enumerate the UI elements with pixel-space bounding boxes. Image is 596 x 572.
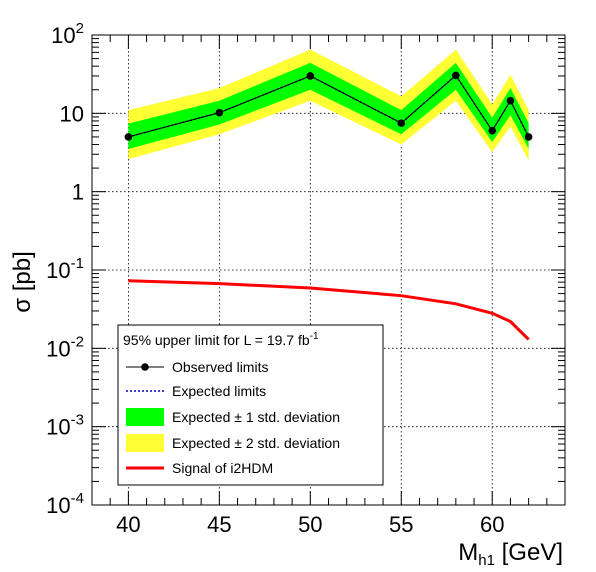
legend-items: Observed limits Expected limits Expected ±… — [126, 359, 340, 476]
observed-limit-line — [128, 74, 530, 138]
signal-line — [128, 279, 530, 341]
observed-point — [488, 126, 497, 135]
observed-point — [124, 133, 133, 141]
x-axis-label-rest: [GeV] — [495, 539, 563, 566]
y-tick-label: 10-2 — [46, 333, 84, 361]
legend-header-sup: -1 — [310, 331, 319, 342]
observed-point — [524, 133, 533, 141]
observed-point — [506, 96, 515, 105]
x-tick-label: 40 — [116, 512, 140, 537]
x-axis-label-main: M — [458, 539, 478, 566]
x-tick-label: 45 — [207, 512, 231, 537]
y-tick-label-base: 10 — [46, 493, 70, 518]
x-tick-label: 55 — [389, 512, 413, 537]
y-tick-label: 10 — [60, 101, 84, 126]
y-tick-label: 102 — [51, 20, 84, 48]
axis-ticks — [91, 34, 566, 506]
legend-header-text: 95% upper limit for L = 19.7 fb — [123, 332, 310, 348]
y-tick-label: 10-4 — [46, 490, 84, 518]
x-axis-label-sub: h1 — [478, 552, 495, 569]
legend-marker-band2 — [126, 434, 164, 452]
y-tick-label-exponent: -1 — [71, 255, 84, 272]
y-tick-label-base: 10 — [46, 258, 70, 283]
y-tick-label-exponent: -2 — [71, 333, 84, 350]
observed-point — [397, 119, 406, 127]
legend-label: Observed limits — [172, 359, 268, 375]
legend-box — [117, 324, 384, 486]
legend: 95% upper limit for L = 19.7 fb-1 Observ… — [117, 324, 384, 486]
y-tick-label-exponent: -4 — [71, 490, 84, 507]
y-tick-label-base: 10 — [46, 336, 70, 361]
y-tick-label-base: 10 — [60, 101, 84, 126]
legend-marker-band1 — [126, 408, 164, 426]
observed-point — [215, 108, 224, 117]
x-tick-label: 60 — [480, 512, 504, 537]
y-tick-label: 10-3 — [46, 412, 84, 440]
x-tick-label: 50 — [298, 512, 322, 537]
legend-marker-observed-dot — [141, 363, 149, 371]
band-2-sigma — [128, 49, 529, 161]
y-tick-label-base: 1 — [72, 180, 84, 205]
y-tick-label: 1 — [72, 180, 84, 205]
legend-label: Expected ± 1 std. deviation — [172, 409, 340, 425]
x-axis-label: Mh1 [GeV] — [458, 539, 563, 569]
legend-label: Expected limits — [172, 383, 266, 399]
legend-label: Signal of i2HDM — [172, 460, 273, 476]
y-tick-label-exponent: 2 — [76, 20, 84, 37]
observed-point — [306, 72, 315, 80]
legend-header: 95% upper limit for L = 19.7 fb-1 — [123, 331, 319, 348]
series-lines — [124, 71, 533, 341]
legend-label: Expected ± 2 std. deviation — [172, 435, 340, 451]
y-tick-label: 10-1 — [46, 255, 84, 283]
y-tick-label-exponent: -3 — [71, 412, 84, 429]
observed-point — [452, 71, 460, 80]
y-tick-label-base: 10 — [51, 23, 75, 48]
y-axis-label: σ [pb] — [9, 251, 36, 313]
band-1-sigma — [128, 62, 529, 150]
y-tick-label-base: 10 — [46, 415, 70, 440]
uncertainty-bands — [128, 49, 529, 161]
